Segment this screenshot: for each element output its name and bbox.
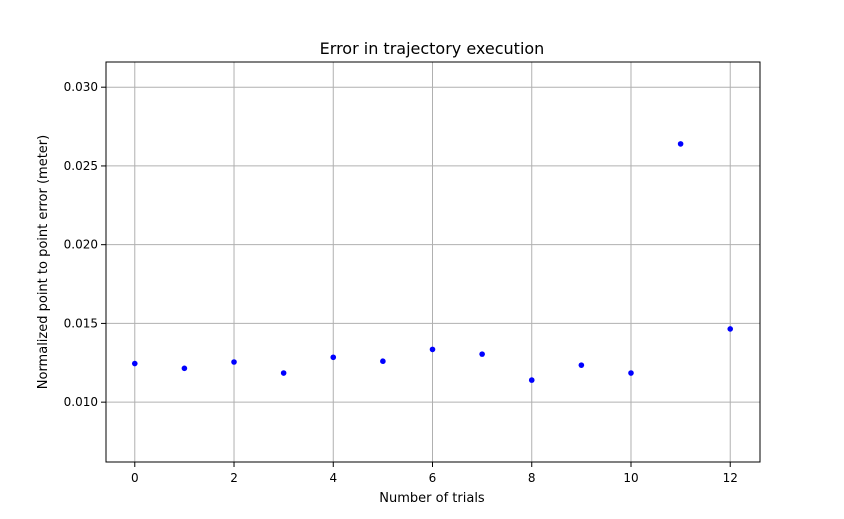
data-point xyxy=(231,359,237,365)
x-tick-label: 4 xyxy=(329,471,337,485)
data-point xyxy=(628,370,634,376)
chart-title: Error in trajectory execution xyxy=(320,39,545,58)
data-point xyxy=(578,362,585,368)
grid-layer xyxy=(106,62,760,462)
x-tick-label: 8 xyxy=(528,471,536,485)
data-point xyxy=(479,351,485,357)
data-point xyxy=(677,141,684,147)
x-tick-label: 12 xyxy=(723,471,738,485)
y-axis-label: Normalized point to point error (meter) xyxy=(36,135,51,389)
data-point xyxy=(280,370,287,376)
x-tick-label: 10 xyxy=(623,471,638,485)
data-point xyxy=(181,365,188,372)
data-points-layer xyxy=(131,141,734,383)
y-tick-label: 0.020 xyxy=(64,238,98,252)
data-point xyxy=(380,358,386,365)
text-layer: Error in trajectory execution Number of … xyxy=(36,39,544,506)
y-tick-label: 0.010 xyxy=(64,395,98,409)
data-point xyxy=(429,346,436,353)
y-tick-label: 0.015 xyxy=(64,316,98,330)
x-tick-label: 2 xyxy=(230,471,238,485)
axes-layer: 0 2 4 6 8 10 12 0.010 0.015 0.020 0.025 0.030 xyxy=(64,61,761,485)
x-tick-label: 6 xyxy=(429,471,437,485)
y-tick-label: 0.030 xyxy=(64,80,98,94)
data-point xyxy=(727,326,734,332)
data-point xyxy=(528,377,535,383)
y-tick-label: 0.025 xyxy=(64,159,98,173)
data-point xyxy=(131,360,138,367)
x-axis-label: Number of trials xyxy=(379,491,485,506)
data-point xyxy=(330,354,337,361)
x-tick-label: 0 xyxy=(131,471,139,485)
